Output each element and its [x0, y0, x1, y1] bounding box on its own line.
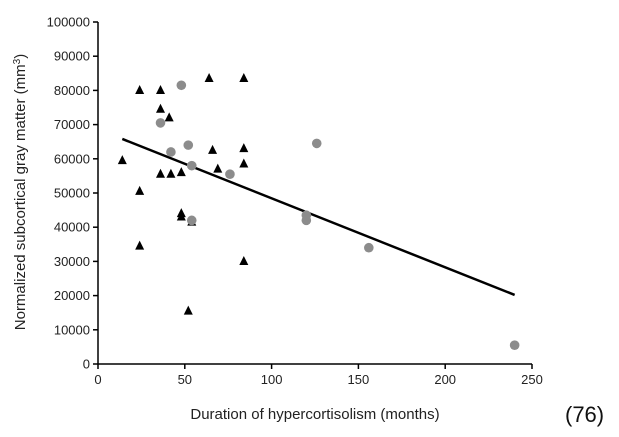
triangle-point [239, 158, 249, 168]
y-tick-label: 20000 [54, 288, 90, 303]
triangle-point [239, 256, 249, 265]
y-axis-title-text: Normalized subcortical gray matter (mm [12, 64, 29, 330]
y-axis-title-superscript: 3 [12, 58, 23, 64]
triangle-point [183, 305, 193, 315]
triangle-point [135, 240, 145, 250]
y-tick-label: 60000 [54, 151, 90, 166]
triangle-point [117, 155, 127, 165]
x-axis-ticks: 0 50 100 150 200 250 [94, 364, 543, 387]
circle-point [301, 215, 312, 226]
circle-point [176, 80, 187, 91]
y-tick-label: 80000 [54, 83, 90, 98]
circle-point [186, 215, 197, 226]
reference-number: (76) [565, 402, 605, 427]
triangle-point [155, 103, 165, 113]
y-axis-title-close: ) [12, 54, 29, 59]
circle-point [186, 160, 197, 171]
x-tick-label: 250 [521, 372, 543, 387]
y-tick-label: 0 [83, 357, 90, 372]
circle-point [509, 340, 520, 350]
y-tick-label: 90000 [54, 49, 90, 64]
circle-point [311, 138, 322, 149]
triangle-point [135, 85, 145, 94]
triangle-point [239, 143, 249, 153]
circle-point [166, 147, 176, 157]
triangle-point [155, 168, 165, 178]
y-axis-ticks: 0 10000 20000 30000 40000 50000 60000 70000 8000… [47, 15, 98, 372]
data-points [117, 73, 520, 350]
y-tick-label: 30000 [54, 254, 90, 269]
triangle-point [155, 85, 165, 94]
y-tick-label: 40000 [54, 220, 90, 235]
circle-point [155, 118, 166, 128]
x-tick-label: 50 [178, 372, 192, 387]
triangle-point [176, 167, 186, 177]
x-tick-label: 100 [261, 372, 283, 387]
triangle-point [135, 185, 145, 195]
triangle-point [208, 144, 218, 154]
x-tick-label: 150 [348, 372, 370, 387]
x-tick-label: 0 [94, 372, 101, 387]
triangle-point [164, 112, 174, 122]
y-tick-label: 50000 [54, 186, 90, 201]
circle-point [183, 140, 194, 150]
triangle-point [213, 163, 223, 173]
triangle-point [176, 211, 186, 221]
x-tick-label: 200 [434, 372, 456, 387]
x-axis-title: Duration of hypercortisolism (months) [190, 406, 439, 423]
circle-point [225, 169, 235, 179]
y-tick-label: 70000 [54, 117, 90, 132]
circle-point [364, 242, 374, 253]
triangle-point [204, 73, 214, 83]
y-tick-label: 100000 [47, 15, 90, 30]
triangle-point [166, 168, 176, 178]
y-tick-label: 10000 [54, 322, 90, 337]
y-axis-title: Normalized subcortical gray matter (mm3) [12, 54, 29, 330]
triangle-point [239, 73, 249, 83]
